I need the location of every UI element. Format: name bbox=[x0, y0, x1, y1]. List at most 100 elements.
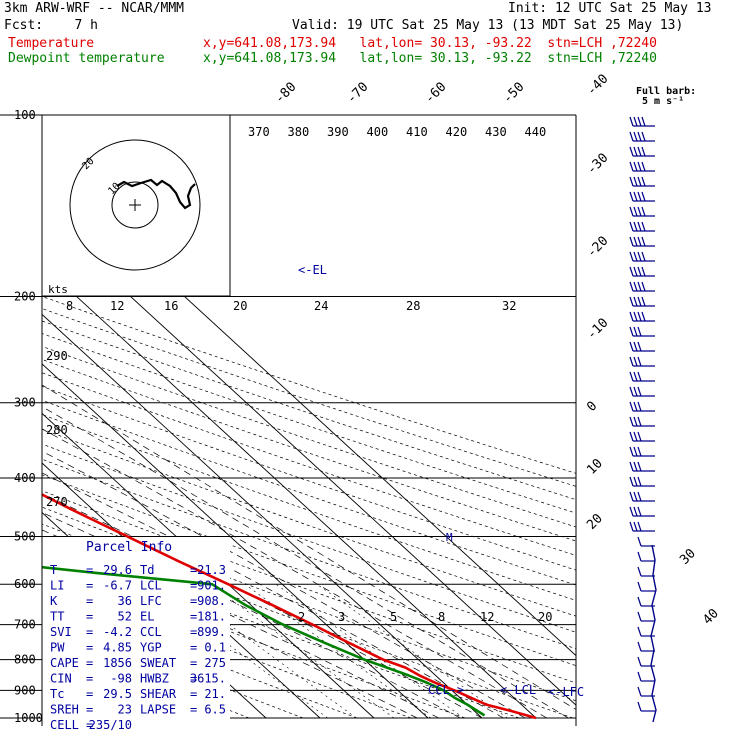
parcel-equals: = bbox=[86, 641, 93, 655]
mixing-ratio-label: 8 bbox=[66, 299, 73, 313]
dry-adiabat bbox=[42, 458, 576, 650]
parcel-label: CCL bbox=[140, 625, 162, 639]
wind-barb-flag bbox=[633, 296, 638, 307]
mixing-ratio-line bbox=[244, 583, 431, 719]
isotherm-label: -50 bbox=[500, 80, 527, 107]
parcel-value: 21. bbox=[204, 687, 226, 701]
wind-barb-flag bbox=[629, 371, 634, 382]
init-time: Init: 12 UTC Sat 25 May 13 bbox=[508, 1, 712, 16]
model-title: 3km ARW-WRF -- NCAR/MMM bbox=[4, 1, 185, 16]
wind-barb-flag bbox=[629, 491, 634, 502]
wind-barb-flag bbox=[637, 671, 642, 682]
pressure-tick-label: 1000 bbox=[14, 711, 43, 725]
parcel-value: 36 bbox=[118, 594, 132, 608]
wind-barb-flag bbox=[637, 266, 642, 277]
wind-barbs: Full barb:5 m s⁻¹ bbox=[629, 86, 696, 723]
wind-barb-flag bbox=[633, 401, 638, 412]
wind-barb-flag bbox=[637, 701, 642, 712]
dry-adiabat bbox=[42, 595, 358, 719]
wind-barb-flag bbox=[633, 371, 638, 382]
isotherm-label: 40 bbox=[700, 606, 722, 628]
wind-barb-flag bbox=[629, 296, 634, 307]
theta-label: 400 bbox=[367, 125, 389, 139]
wind-barb-flag bbox=[633, 431, 638, 442]
wind-barb-flag bbox=[637, 371, 642, 382]
parcel-value: -4.2 bbox=[103, 625, 132, 639]
lcl-marker: <-LCL bbox=[500, 683, 536, 697]
parcel-equals: = bbox=[86, 656, 93, 670]
dewpoint-legend: Dewpoint temperature bbox=[8, 51, 165, 66]
wind-barb-flag bbox=[629, 401, 634, 412]
pressure-tick-label: 800 bbox=[14, 653, 36, 667]
parcel-label: Tc bbox=[50, 687, 64, 701]
parcel-equals: = bbox=[190, 563, 197, 577]
isotherm-label: 10 bbox=[584, 456, 606, 478]
mixing-ratio-line bbox=[316, 583, 508, 719]
wind-barb-flag bbox=[633, 521, 638, 532]
dry-adiabat bbox=[42, 490, 576, 684]
dry-adiabat bbox=[42, 296, 576, 474]
isotherm-label: -80 bbox=[272, 80, 299, 107]
parcel-equals: = bbox=[190, 656, 197, 670]
wind-barb-flag bbox=[629, 221, 634, 232]
parcel-label: Td bbox=[140, 563, 154, 577]
ccl-marker: CCL-> bbox=[428, 683, 464, 697]
wind-barb-flag bbox=[637, 626, 642, 637]
isotherm-label: -10 bbox=[584, 316, 611, 343]
mixing-ratio-label: 24 bbox=[314, 299, 328, 313]
mixing-ratio-line bbox=[147, 583, 328, 719]
parcel-label: LFC bbox=[140, 594, 162, 608]
wind-barb-flag bbox=[637, 521, 642, 532]
wind-barb-flag bbox=[637, 281, 642, 292]
wind-barb-flag bbox=[629, 161, 634, 172]
wind-barb-flag bbox=[633, 416, 638, 427]
theta-label: 440 bbox=[525, 125, 547, 139]
parcel-value: 275 bbox=[204, 656, 226, 670]
wind-barb-flag bbox=[629, 506, 634, 517]
dry-adiabat bbox=[42, 540, 520, 719]
wind-barb-flag bbox=[637, 536, 642, 547]
wind-barb-flag bbox=[633, 266, 638, 277]
parcel-label: SVI bbox=[50, 625, 72, 639]
forecast-hour: Fcst: 7 h bbox=[4, 18, 98, 33]
parcel-equals: = bbox=[190, 625, 197, 639]
wind-barb-flag bbox=[641, 266, 646, 277]
mixing-ratio-label: 32 bbox=[502, 299, 516, 313]
moist-adiabat bbox=[42, 450, 526, 719]
wind-barb-flag bbox=[633, 446, 638, 457]
parcel-label: HWBZ bbox=[140, 672, 169, 686]
wind-barb-flag bbox=[637, 206, 642, 217]
hodograph-trace bbox=[116, 178, 196, 210]
parcel-label: SHEAR bbox=[140, 687, 177, 701]
pressure-tick-label: 400 bbox=[14, 471, 36, 485]
wind-barb-flag bbox=[633, 476, 638, 487]
wind-barb-flag bbox=[637, 386, 642, 397]
wind-barb-flag bbox=[637, 326, 642, 337]
mixing-ratio-label: 8 bbox=[438, 610, 445, 624]
wind-barb-flag bbox=[641, 296, 646, 307]
mixing-ratio-line bbox=[210, 583, 395, 719]
wind-barb-flag bbox=[637, 476, 642, 487]
wind-barb-flag bbox=[637, 176, 642, 187]
wind-barb-flag bbox=[629, 461, 634, 472]
mixing-ratio-label: 28 bbox=[406, 299, 420, 313]
barb-legend-label: Full barb: bbox=[636, 86, 696, 97]
wind-barb-flag bbox=[629, 476, 634, 487]
parcel-value: 6.5 bbox=[204, 703, 226, 717]
wind-barb-flag bbox=[637, 596, 642, 607]
wind-barb-flag bbox=[637, 656, 642, 667]
wind-barb-flag bbox=[637, 551, 642, 562]
mixing-ratio-label: 20 bbox=[538, 610, 552, 624]
wind-barb-flag bbox=[633, 326, 638, 337]
isotherm-line bbox=[42, 363, 429, 719]
parcel-label: EL bbox=[140, 610, 154, 624]
barb-legend-units: 5 m s⁻¹ bbox=[642, 96, 684, 107]
parcel-value: 23 bbox=[118, 703, 132, 717]
parcel-equals: = bbox=[190, 672, 197, 686]
mixing-ratio-label: 16 bbox=[164, 299, 178, 313]
parcel-equals: = bbox=[190, 594, 197, 608]
parcel-value: 29.5 bbox=[103, 687, 132, 701]
wind-barb-flag bbox=[633, 236, 638, 247]
